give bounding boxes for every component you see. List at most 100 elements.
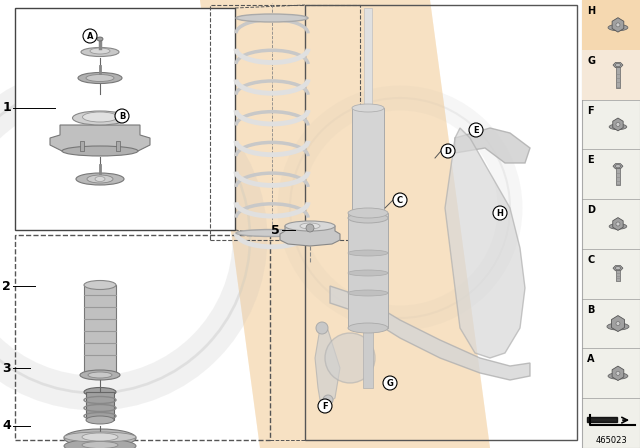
Ellipse shape (87, 175, 113, 183)
Ellipse shape (348, 290, 388, 296)
Circle shape (469, 123, 483, 137)
Bar (363, 323, 373, 388)
Bar (15, 8, 235, 230)
Polygon shape (613, 62, 623, 68)
Ellipse shape (62, 146, 138, 156)
Ellipse shape (64, 439, 136, 448)
Ellipse shape (80, 370, 120, 380)
Polygon shape (50, 125, 150, 155)
Ellipse shape (348, 213, 388, 223)
Ellipse shape (609, 224, 627, 229)
Circle shape (318, 399, 332, 413)
Ellipse shape (348, 323, 388, 333)
Polygon shape (315, 328, 340, 403)
Circle shape (83, 29, 97, 43)
Circle shape (383, 376, 397, 390)
Polygon shape (200, 0, 490, 448)
Ellipse shape (72, 111, 127, 125)
Ellipse shape (83, 112, 118, 122)
Polygon shape (455, 128, 530, 163)
Circle shape (493, 206, 507, 220)
Bar (582, 0, 640, 448)
Ellipse shape (348, 208, 388, 218)
Text: F: F (322, 401, 328, 410)
Text: D: D (587, 205, 595, 215)
Ellipse shape (86, 416, 114, 424)
Text: B: B (587, 305, 595, 314)
Polygon shape (612, 366, 624, 380)
Polygon shape (613, 266, 623, 271)
Polygon shape (200, 0, 490, 448)
Circle shape (323, 395, 333, 405)
Circle shape (616, 122, 620, 126)
Polygon shape (612, 118, 623, 131)
Ellipse shape (608, 373, 628, 379)
Bar (84, 285, 116, 375)
Ellipse shape (609, 124, 627, 129)
Circle shape (616, 322, 620, 326)
Circle shape (616, 23, 620, 27)
Ellipse shape (86, 74, 114, 82)
Bar (15, 235, 270, 440)
Ellipse shape (82, 441, 118, 448)
Ellipse shape (64, 429, 136, 447)
Bar (352, 108, 384, 218)
Text: F: F (587, 106, 594, 116)
Bar (582, 0, 640, 50)
Text: H: H (497, 208, 504, 217)
Text: E: E (473, 125, 479, 134)
Ellipse shape (300, 223, 320, 229)
Bar (364, 8, 372, 148)
Ellipse shape (84, 388, 116, 396)
Text: A: A (87, 31, 93, 40)
Text: 5: 5 (271, 224, 280, 237)
Circle shape (616, 222, 620, 226)
Ellipse shape (97, 37, 103, 41)
Ellipse shape (607, 323, 629, 330)
Text: H: H (587, 6, 595, 16)
Polygon shape (612, 218, 623, 230)
Ellipse shape (78, 73, 122, 83)
Ellipse shape (95, 177, 105, 181)
Text: B: B (119, 112, 125, 121)
Ellipse shape (236, 14, 308, 22)
Ellipse shape (82, 433, 118, 441)
Bar (80, 141, 84, 151)
Bar (210, 5, 360, 240)
Text: C: C (587, 255, 595, 265)
Ellipse shape (76, 173, 124, 185)
Bar (582, 50, 640, 99)
Circle shape (115, 109, 129, 123)
Text: A: A (587, 354, 595, 364)
Circle shape (616, 371, 620, 375)
Ellipse shape (90, 48, 110, 54)
Bar (616, 168, 620, 185)
Ellipse shape (81, 47, 119, 56)
Ellipse shape (88, 372, 112, 378)
Ellipse shape (64, 432, 136, 442)
Bar (305, 5, 577, 440)
Circle shape (441, 144, 455, 158)
Bar (116, 141, 120, 151)
Text: D: D (445, 146, 451, 155)
Circle shape (316, 322, 328, 334)
Polygon shape (587, 417, 617, 422)
Ellipse shape (348, 270, 388, 276)
Text: 1: 1 (3, 101, 11, 114)
Polygon shape (330, 286, 530, 380)
Polygon shape (615, 267, 621, 270)
Text: 4: 4 (3, 419, 11, 432)
Bar (348, 213, 388, 328)
Ellipse shape (608, 25, 628, 31)
Ellipse shape (352, 104, 384, 112)
Ellipse shape (348, 250, 388, 256)
Polygon shape (615, 64, 621, 67)
Polygon shape (445, 128, 525, 358)
Polygon shape (280, 226, 340, 246)
Text: G: G (587, 56, 595, 66)
Circle shape (306, 224, 314, 232)
Ellipse shape (236, 229, 308, 237)
Circle shape (325, 333, 375, 383)
Bar (616, 68, 620, 88)
Circle shape (393, 193, 407, 207)
